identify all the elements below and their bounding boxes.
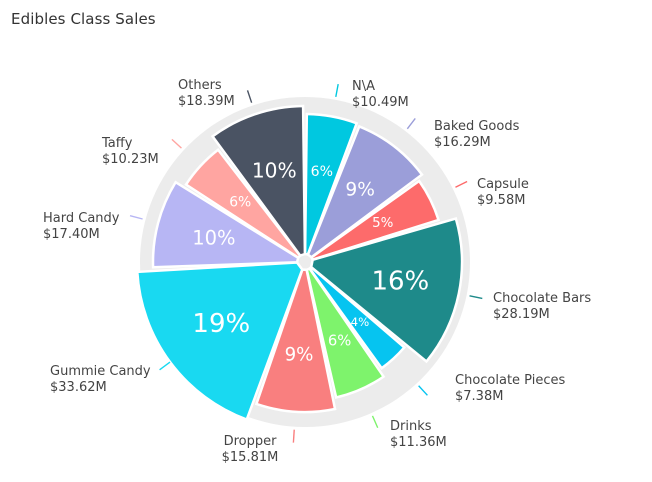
category-label: Hard Candy [43,211,120,226]
leader-line [469,295,483,300]
value-label: $7.38M [455,389,503,404]
pie-slice-drinks[interactable] [305,267,386,399]
percent-labels: 6%9%5%16%4%6%9%19%10%6%10% [192,158,429,365]
leader-lines [129,83,483,443]
value-label: $15.81M [222,450,279,465]
percent-label: 9% [285,344,314,365]
category-label: Others [178,78,222,93]
category-label: Drinks [390,419,432,434]
pie-slice-dropper[interactable] [254,268,337,414]
value-label: $28.19M [493,307,550,322]
leader-line [159,361,171,371]
category-label: Gummie Candy [50,364,151,379]
pie-slices [135,104,464,422]
category-label: Capsule [477,177,529,192]
pie-slice-chocolate-bars[interactable] [309,217,464,364]
percent-label: 16% [371,267,429,297]
pie-slice-baked-goods[interactable] [306,124,424,259]
leader-line [455,180,468,188]
pie-slice-taffy[interactable] [184,147,302,260]
percent-label: 19% [192,309,250,339]
percent-label: 10% [192,226,235,249]
leader-line [371,415,379,429]
percent-label: 10% [252,158,297,182]
leader-line [246,90,253,103]
value-label: $33.62M [50,380,107,395]
category-label: Dropper [224,434,278,449]
percent-label: 9% [345,180,375,201]
chart-title: Edibles Class Sales [11,10,156,28]
leader-line [129,214,143,220]
value-label: $9.58M [477,193,525,208]
pie-slice-gummie-candy[interactable] [135,261,304,422]
leader-line [406,118,416,130]
value-label: $18.39M [178,94,235,109]
category-label: N\A [352,79,375,94]
pie-slice-n-a[interactable] [303,112,359,256]
leader-line [292,429,295,443]
value-label: $10.23M [102,152,159,167]
value-label: $10.49M [352,95,409,110]
category-label: Chocolate Pieces [455,373,565,388]
pie-slice-capsule[interactable] [309,179,441,262]
percent-label: 5% [372,216,393,231]
percent-label: 4% [351,315,370,329]
category-labels: N\A$10.49M Baked Goods$16.29M Capsule$9.58… [43,78,591,465]
category-label: Baked Goods [434,119,520,134]
percent-label: 6% [311,164,333,180]
leader-line [418,385,428,396]
percent-label: 6% [328,332,351,349]
pie-slice-others[interactable] [210,104,307,258]
category-label: Taffy [101,136,133,151]
percent-label: 6% [229,194,251,210]
category-label: Chocolate Bars [493,291,591,306]
leader-line [335,83,339,97]
leader-line [171,138,182,149]
value-label: $11.36M [390,435,447,450]
pie-slice-chocolate-pieces[interactable] [308,265,407,370]
value-label: $16.29M [434,135,491,150]
value-label: $17.40M [43,227,100,242]
pie-slice-hard-candy[interactable] [151,180,300,269]
